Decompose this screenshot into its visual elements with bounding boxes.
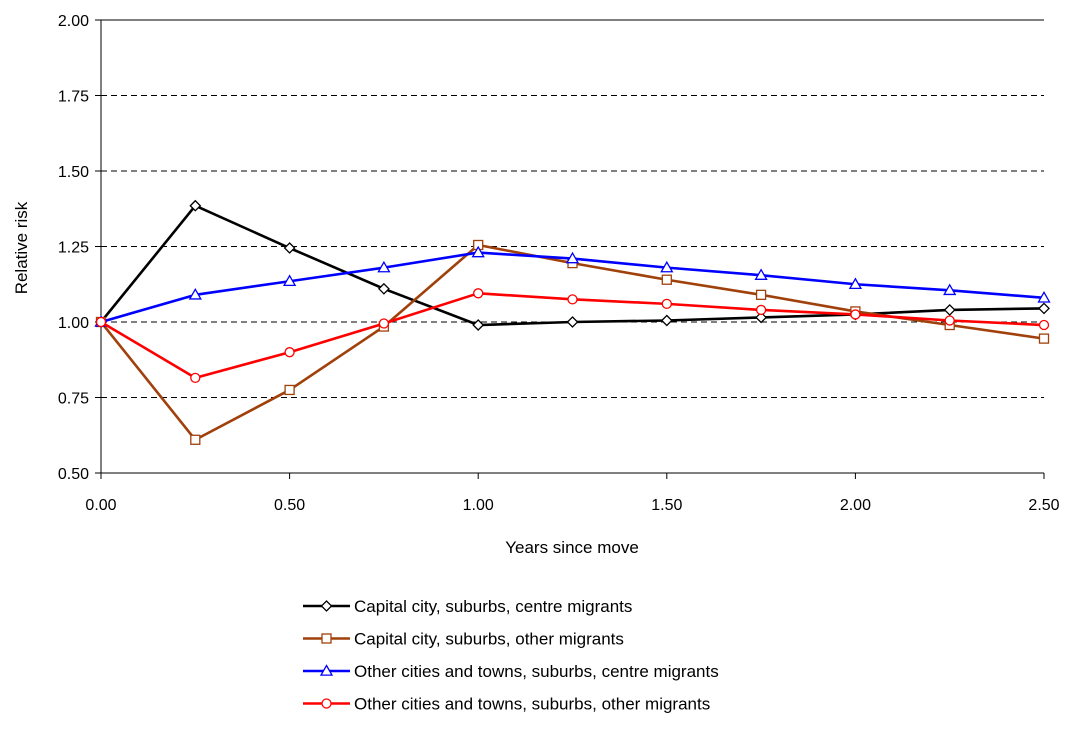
series-2-point-5 [565, 251, 580, 264]
series-1-point-7 [755, 289, 767, 300]
y-axis-label: Relative risk [12, 201, 31, 294]
series-2-point-7 [754, 268, 768, 280]
y-tick-labels: 0.50 0.75 1.00 1.25 1.50 1.75 2.00 [58, 13, 89, 483]
x-tick-labels: 0.00 0.50 1.00 1.50 2.00 2.50 [85, 497, 1059, 514]
legend-label-1: Capital city, suburbs, other migrants [354, 630, 624, 649]
series-3-point-0 [95, 316, 107, 328]
series-3-line [100, 292, 1045, 380]
y-tick-label-4: 1.50 [58, 164, 89, 181]
series-0-point-3 [377, 282, 390, 295]
series-0-point-9 [943, 304, 956, 316]
legend-label-3: Other cities and towns, suburbs, other m… [354, 695, 710, 714]
series-2-point-2 [282, 274, 297, 287]
series-2-point-3 [377, 260, 391, 273]
series-2-point-10 [1037, 291, 1051, 303]
x-tick-label-0: 0.00 [85, 497, 116, 514]
x-tick-label-2: 1.00 [463, 497, 494, 514]
series-2 [94, 245, 1051, 327]
series-3-point-9 [944, 315, 955, 326]
series-1-point-1 [190, 434, 201, 445]
x-axis-label: Years since move [505, 538, 639, 557]
series-3-point-8 [850, 309, 861, 320]
y-tick-label-0: 0.50 [58, 466, 89, 483]
series-1-point-6 [661, 274, 672, 285]
series-1-point-2 [284, 384, 295, 396]
series-0-point-6 [660, 314, 673, 327]
x-tick-label-3: 1.50 [651, 497, 682, 514]
series-0-point-4 [472, 319, 485, 331]
series-1-point-10 [1038, 333, 1050, 344]
legend-marker-1 [321, 633, 332, 644]
series-0-point-7 [755, 311, 768, 324]
series-0-point-2 [283, 242, 296, 254]
series-2-point-6 [660, 260, 674, 273]
series-0-point-1 [189, 199, 202, 212]
series-3-point-4 [473, 288, 484, 299]
series-0-point-10 [1038, 302, 1050, 315]
series-2-point-1 [188, 288, 202, 300]
series-3-point-6 [661, 298, 672, 310]
series-1 [95, 239, 1050, 445]
axes [95, 19, 1045, 479]
legend-entry-0: Capital city, suburbs, centre migrants [303, 597, 632, 616]
legend-label-2: Other cities and towns, suburbs, centre … [354, 662, 719, 681]
y-tick-label-5: 1.75 [58, 89, 89, 106]
x-tick-label-5: 2.50 [1028, 497, 1059, 514]
series-group [94, 199, 1051, 445]
series-0-point-5 [566, 316, 579, 328]
series-2-point-9 [943, 283, 957, 296]
series-2-point-4 [471, 245, 485, 258]
series-3-point-2 [284, 347, 295, 358]
series-3-point-1 [190, 372, 201, 384]
series-3-point-10 [1038, 319, 1050, 331]
series-2-point-8 [848, 277, 863, 290]
x-tick-label-4: 2.00 [840, 497, 871, 514]
legend-entry-2: Other cities and towns, suburbs, centre … [303, 662, 719, 681]
legend-marker-3 [321, 698, 332, 709]
x-tick-label-1: 0.50 [274, 497, 305, 514]
legend-marker-0 [320, 600, 333, 612]
legend: Capital city, suburbs, centre migrants Ca… [303, 597, 719, 714]
y-tick-label-2: 1.00 [58, 315, 89, 332]
legend-marker-2 [319, 664, 334, 676]
series-1-line [99, 243, 1045, 442]
legend-entry-3: Other cities and towns, suburbs, other m… [303, 695, 710, 714]
y-tick-label-1: 0.75 [58, 391, 89, 408]
series-3 [95, 288, 1050, 384]
series-3-point-3 [378, 318, 390, 329]
y-tick-label-6: 2.00 [58, 13, 89, 30]
legend-label-0: Capital city, suburbs, centre migrants [354, 597, 632, 616]
series-3-point-5 [567, 294, 578, 305]
series-3-point-7 [755, 304, 767, 316]
y-tick-label-3: 1.25 [58, 240, 89, 257]
legend-entry-1: Capital city, suburbs, other migrants [303, 630, 624, 649]
gridlines [101, 95, 1044, 398]
